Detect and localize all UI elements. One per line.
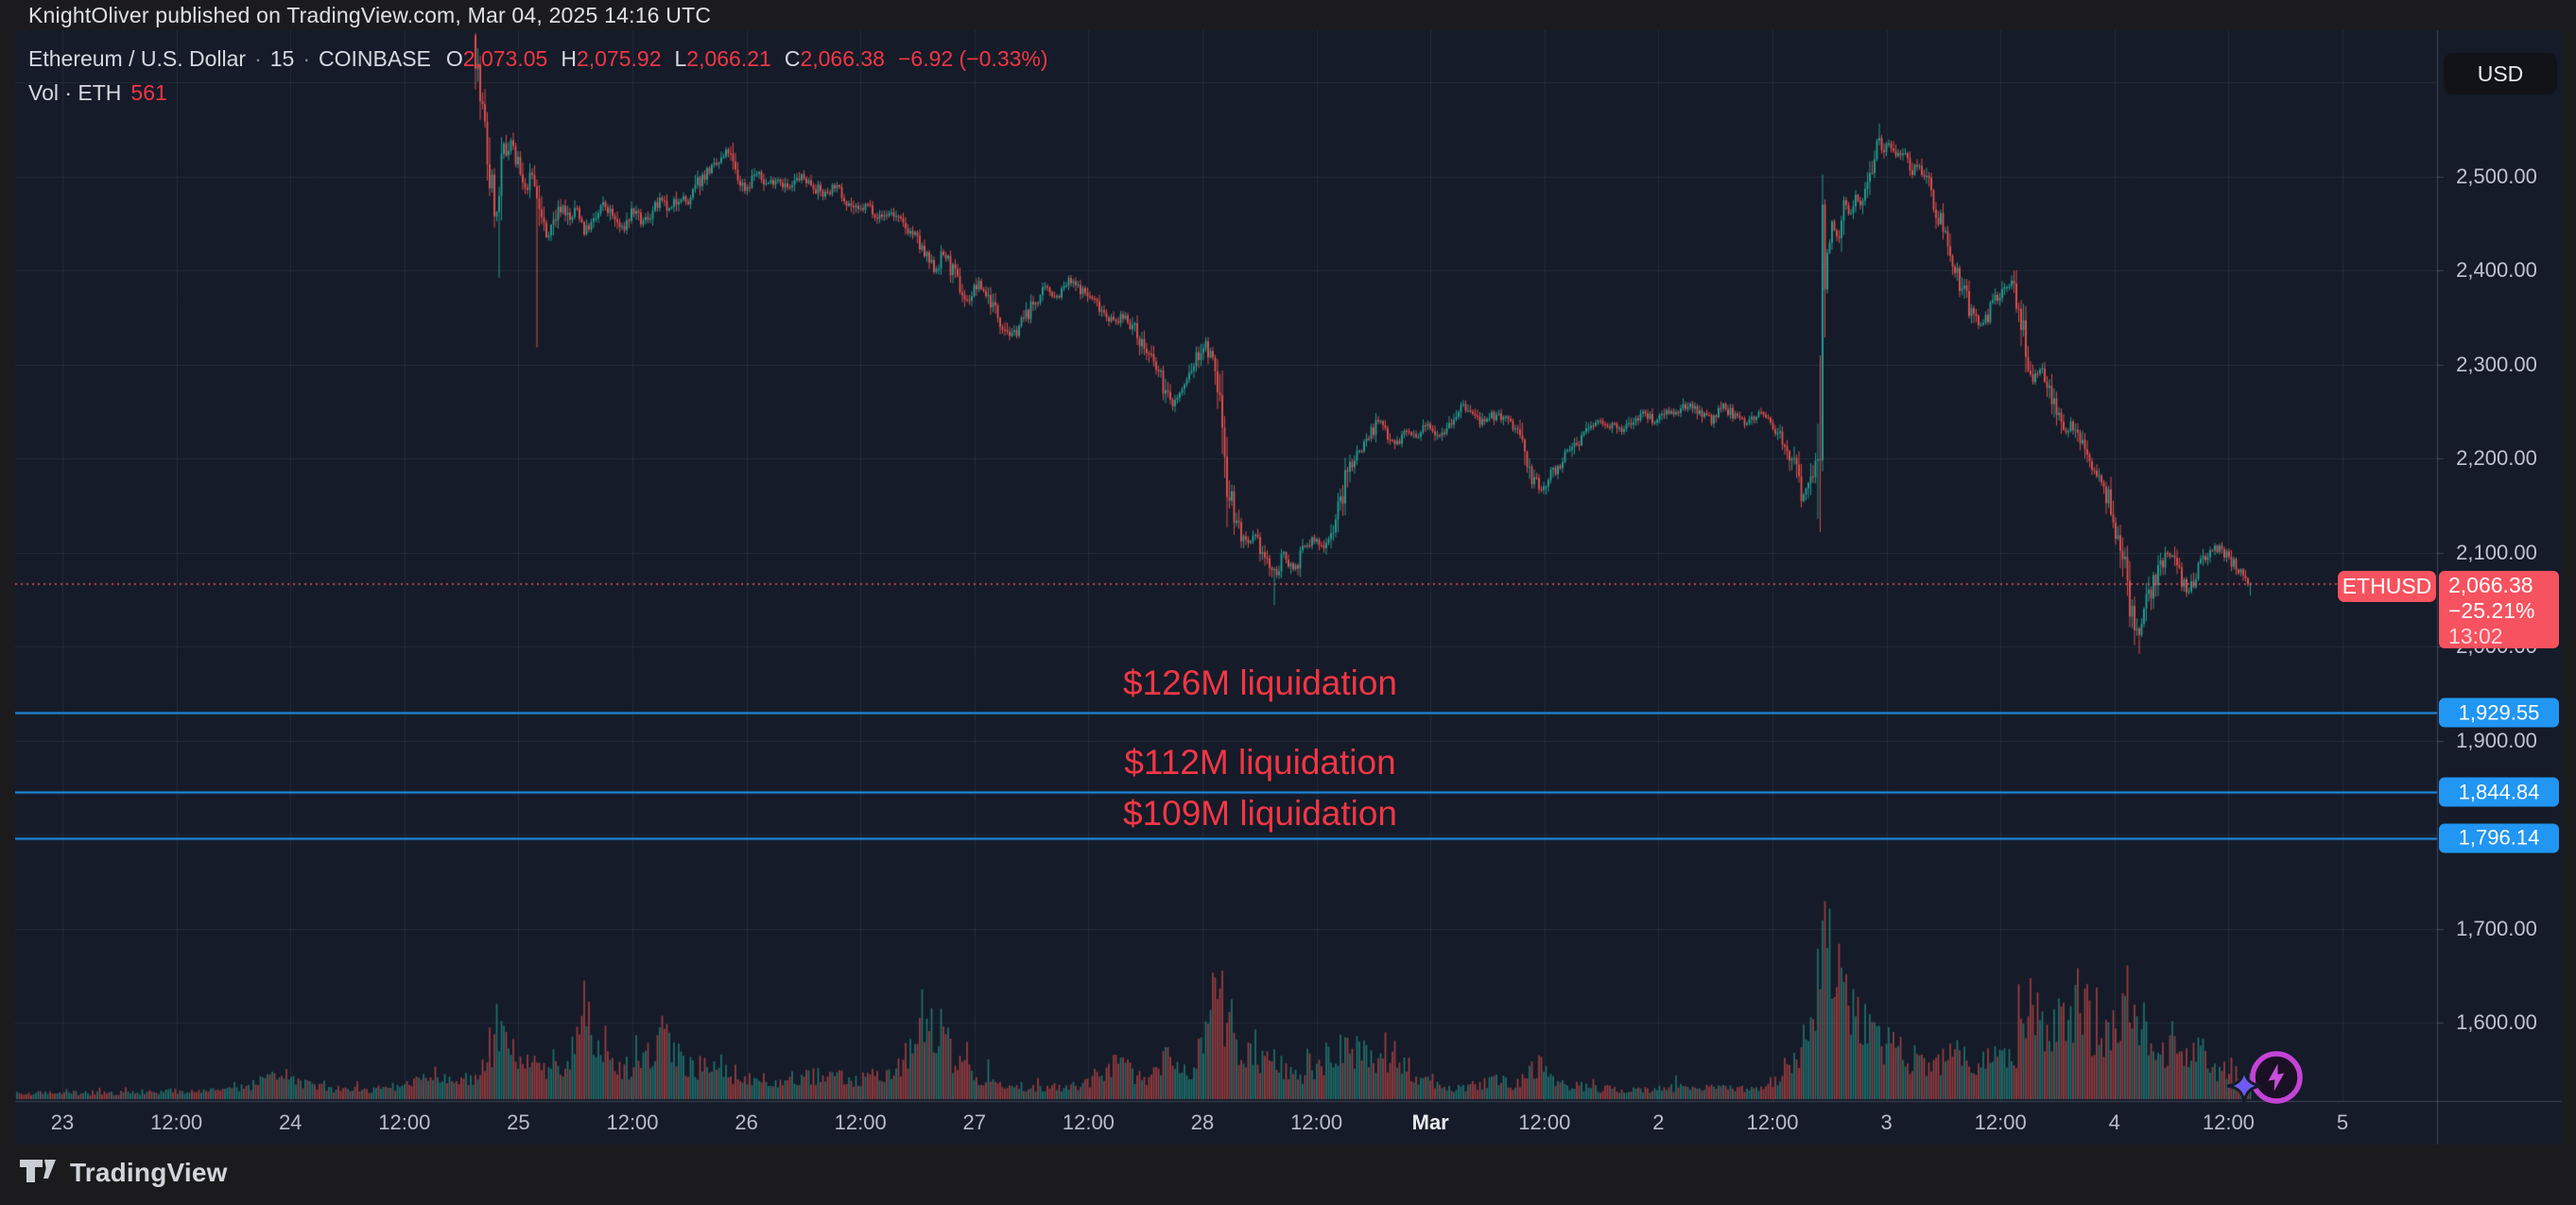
ohlc-values: O2,073.05 H2,075.92 L2,066.21 C2,066.38: [446, 46, 898, 72]
tradingview-logo-icon: [20, 1160, 56, 1182]
last-price-change: −25.21%: [2448, 598, 2535, 623]
change-value: −6.92 (−0.33%): [897, 46, 1048, 71]
price-axis-label: 2,500.00: [2456, 164, 2537, 188]
last-price-time: 13:02: [2448, 624, 2503, 648]
price-axis-label: 1,600.00: [2456, 1010, 2537, 1034]
time-axis-label: 5: [2336, 1110, 2349, 1134]
price-axis-label: 2,100.00: [2456, 540, 2537, 564]
price-axis-label: 2,200.00: [2456, 446, 2537, 470]
symbol-price-chip: ETHUSD: [2338, 571, 2436, 602]
time-axis-label: 12:00: [1974, 1110, 2027, 1134]
time-axis-label: 4: [2108, 1110, 2120, 1134]
ohlc-item: O2,073.05: [445, 46, 548, 71]
legend-separator: ·: [254, 46, 262, 71]
price-axis[interactable]: USD 2,500.00 2,400.00 2,300.00 2,200.00 2,10…: [2437, 30, 2562, 1145]
ohlc-item: H2,075.92: [561, 46, 662, 71]
time-axis-label: 23: [50, 1110, 75, 1134]
ohlc-item: L2,066.21: [674, 46, 771, 71]
volume-label: Vol · ETH: [28, 80, 122, 105]
time-axis-label: 12:00: [1746, 1110, 1799, 1134]
symbol-title[interactable]: Ethereum / U.S. Dollar: [28, 46, 247, 71]
sparkle-star-icon: [2226, 1068, 2262, 1104]
time-axis-label: 3: [1880, 1110, 1893, 1134]
last-price-value: 2,066.38: [2448, 573, 2533, 597]
liquidation-label[interactable]: $112M liquidation: [1124, 743, 1396, 783]
volume-value: 561: [130, 80, 167, 105]
liquidation-price-badge: 1,796.14: [2439, 823, 2559, 853]
time-axis-label: Mar: [1411, 1110, 1449, 1134]
time-axis-label: 24: [278, 1110, 303, 1134]
legend-volume-row: Vol · ETH 561: [28, 80, 1048, 106]
time-axis-label: 12:00: [834, 1110, 887, 1134]
legend-symbol-row: Ethereum / U.S. Dollar · 15 · COINBASE O…: [28, 46, 1048, 72]
liquidation-price-badge: 1,844.84: [2439, 777, 2559, 807]
price-axis-label: 2,400.00: [2456, 258, 2537, 282]
currency-button[interactable]: USD: [2444, 53, 2557, 95]
price-axis-label: 2,300.00: [2456, 352, 2537, 376]
interval-label[interactable]: 15: [269, 46, 295, 71]
footer-bar: TradingView: [0, 1145, 2576, 1205]
tradingview-logo[interactable]: TradingView: [19, 1158, 228, 1188]
publish-header-text: KnightOliver published on TradingView.co…: [28, 3, 712, 27]
liquidation-label[interactable]: $109M liquidation: [1122, 793, 1398, 833]
time-axis-label: 25: [507, 1110, 530, 1134]
publish-header: KnightOliver published on TradingView.co…: [0, 0, 2576, 30]
ohlc-item: C2,066.38: [784, 46, 885, 71]
time-axis-label: 12:00: [2202, 1110, 2255, 1134]
time-axis-label: 12:00: [150, 1110, 203, 1134]
chart-legend: Ethereum / U.S. Dollar · 15 · COINBASE O…: [28, 46, 1048, 106]
time-axis-label: 12:00: [1062, 1110, 1115, 1134]
time-axis-label: 12:00: [1290, 1110, 1343, 1134]
spark-boost-icon: [2226, 1051, 2303, 1104]
time-axis-label: 12:00: [378, 1110, 431, 1134]
time-axis-label: 26: [735, 1110, 758, 1134]
liquidation-price-badge: 1,929.55: [2439, 697, 2559, 728]
time-axis[interactable]: 23 12:00 24 12:00 25 12:00 26 12:00 27 12:00 28 12:…: [15, 1101, 2437, 1145]
chart-panel: Ethereum / U.S. Dollar · 15 · COINBASE O…: [15, 30, 2562, 1145]
time-axis-label: 12:00: [1518, 1110, 1571, 1134]
price-axis-label: 1,700.00: [2456, 916, 2537, 940]
time-axis-label: 28: [1190, 1110, 1215, 1134]
price-axis-label: 1,900.00: [2456, 728, 2537, 752]
last-price-badge: 2,066.38 −25.21% 13:02: [2439, 571, 2559, 648]
candlestick-chart[interactable]: [15, 30, 2562, 1145]
liquidation-label[interactable]: $126M liquidation: [1122, 663, 1398, 703]
tradingview-logo-text: TradingView: [70, 1158, 228, 1187]
time-axis-label: 27: [962, 1110, 987, 1134]
time-axis-label: 12:00: [606, 1110, 659, 1134]
time-axis-label: 2: [1652, 1110, 1665, 1134]
exchange-label[interactable]: COINBASE: [319, 46, 431, 71]
legend-separator: ·: [303, 46, 311, 71]
